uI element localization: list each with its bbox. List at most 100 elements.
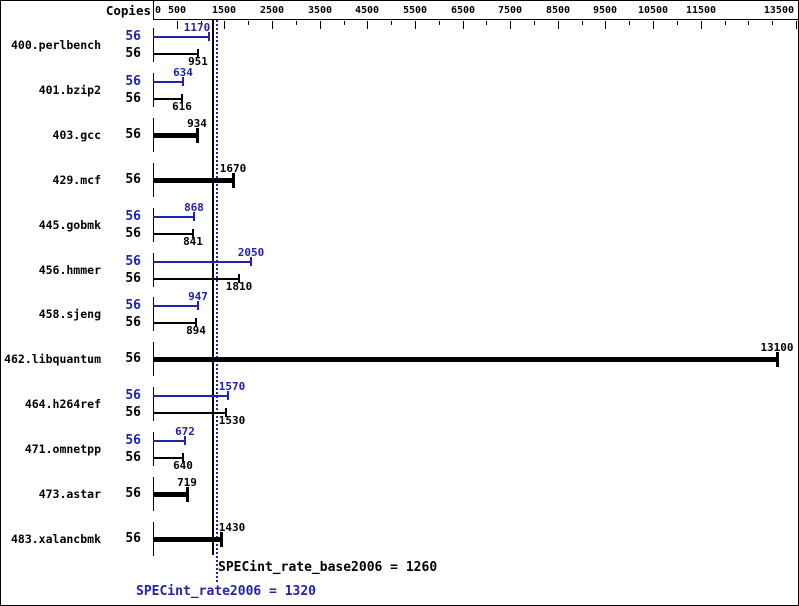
copies-value: 56 <box>125 388 141 403</box>
ref-line-peak <box>216 20 218 584</box>
row-baseline-tick <box>153 432 154 466</box>
base-bar <box>153 357 777 362</box>
bar-end-cap <box>238 274 240 283</box>
copies-column-header: Copies <box>105 3 151 18</box>
x-axis-tick-label: 11500 <box>685 5 717 16</box>
base-value-label: 841 <box>183 235 203 248</box>
x-axis-tick-label: 500 <box>167 5 187 16</box>
x-axis-tick <box>510 21 511 29</box>
x-axis-tick <box>463 21 464 29</box>
copies-value: 56 <box>125 450 141 465</box>
bar-end-cap <box>208 32 210 41</box>
peak-value-label: 672 <box>175 425 195 438</box>
base-value-label: 1430 <box>218 521 246 534</box>
base-bar <box>153 178 233 183</box>
copies-value: 56 <box>125 405 141 420</box>
peak-bar <box>153 305 198 307</box>
peak-value-label: 947 <box>188 290 208 303</box>
copies-value: 56 <box>125 254 141 269</box>
benchmark-name-label: 458.sjeng <box>38 307 101 321</box>
peak-bar <box>153 81 183 83</box>
x-axis-tick <box>201 21 202 25</box>
bar-end-cap <box>776 352 779 367</box>
base-bar <box>153 233 193 235</box>
x-axis-tick-label: 2500 <box>259 5 285 16</box>
bar-end-cap <box>181 94 183 103</box>
bar-end-cap <box>197 301 199 310</box>
x-axis-tick-label: 8500 <box>545 5 571 16</box>
copies-value: 56 <box>125 298 141 313</box>
copies-value: 56 <box>125 91 141 106</box>
benchmark-name-label: 456.hmmer <box>38 263 101 277</box>
x-axis-tick <box>224 21 225 29</box>
copies-value: 56 <box>125 226 141 241</box>
x-axis-tick <box>582 21 583 25</box>
x-axis-tick <box>248 21 249 25</box>
benchmark-name-label: 473.astar <box>38 487 101 501</box>
benchmark-name-label: 445.gobmk <box>38 218 101 232</box>
base-bar <box>153 457 183 459</box>
x-axis-tick <box>439 21 440 25</box>
copies-value: 56 <box>125 486 141 501</box>
benchmark-name-label: 401.bzip2 <box>38 83 101 97</box>
spec-base-result-text: SPECint_rate_base2006 = 1260 <box>218 560 438 575</box>
copies-value: 56 <box>125 29 141 44</box>
benchmark-name-label: 462.libquantum <box>4 352 101 366</box>
bar-end-cap <box>193 212 195 221</box>
peak-bar <box>153 395 228 397</box>
copies-value: 56 <box>125 172 141 187</box>
x-axis-tick-label: 9500 <box>592 5 618 16</box>
x-axis-line <box>153 19 798 20</box>
base-bar <box>153 278 239 280</box>
base-value-label: 719 <box>177 476 197 489</box>
x-axis-tick <box>320 21 321 29</box>
x-axis-tick <box>272 21 273 29</box>
ref-line-base <box>212 20 214 555</box>
x-axis-tick <box>772 21 773 25</box>
peak-bar <box>153 440 185 442</box>
base-bar <box>153 412 226 414</box>
x-axis-tick-label: 0 <box>155 5 162 16</box>
x-axis-tick <box>486 21 487 25</box>
copies-value: 56 <box>125 74 141 89</box>
bar-end-cap <box>186 487 189 502</box>
x-axis-tick <box>296 21 297 25</box>
base-value-label: 934 <box>187 117 207 130</box>
row-baseline-tick <box>153 297 154 331</box>
x-axis-tick <box>391 21 392 25</box>
x-axis-tick <box>701 21 702 29</box>
base-value-label: 894 <box>186 324 206 337</box>
base-value-label: 951 <box>188 55 208 68</box>
x-axis-tick-label: 10500 <box>637 5 669 16</box>
copies-value: 56 <box>125 271 141 286</box>
peak-value-label: 868 <box>184 201 204 214</box>
x-axis-tick <box>725 21 726 25</box>
x-axis-tick-label: 7500 <box>497 5 523 16</box>
base-value-label: 640 <box>173 459 193 472</box>
base-value-label: 616 <box>172 100 192 113</box>
base-value-label: 13100 <box>760 341 794 354</box>
bar-end-cap <box>182 77 184 86</box>
row-baseline-tick <box>153 208 154 242</box>
bar-end-cap <box>220 532 223 547</box>
x-axis-tick <box>796 21 797 29</box>
base-bar <box>153 322 196 324</box>
bar-end-cap <box>196 128 199 143</box>
bar-end-cap <box>250 257 252 266</box>
x-axis-tick <box>748 21 749 25</box>
x-axis-tick <box>653 21 654 29</box>
bar-end-cap <box>227 391 229 400</box>
benchmark-name-label: 403.gcc <box>52 128 101 142</box>
bar-end-cap <box>225 408 227 417</box>
peak-bar <box>153 36 209 38</box>
copies-value: 56 <box>125 209 141 224</box>
base-bar <box>153 537 221 542</box>
copies-value: 56 <box>125 351 141 366</box>
bar-end-cap <box>184 436 186 445</box>
base-bar <box>153 133 197 138</box>
peak-bar <box>153 216 194 218</box>
base-value-label: 1670 <box>219 162 247 175</box>
x-axis-tick <box>677 21 678 25</box>
x-axis-tick <box>415 21 416 29</box>
